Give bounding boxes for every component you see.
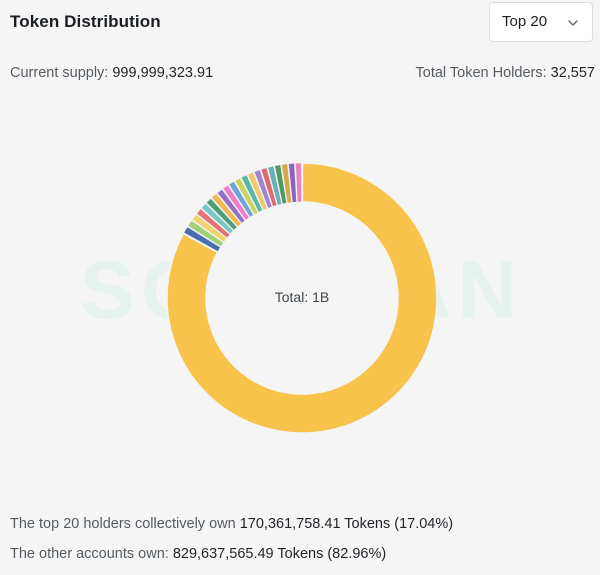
donut-slice-holder-10[interactable] (228, 180, 255, 218)
donut-slice-holder-14[interactable] (253, 169, 273, 209)
select-value: Top 20 (502, 13, 548, 30)
total-token-holders-value: 32,557 (550, 65, 595, 81)
donut-slice-holder-17[interactable] (274, 164, 288, 205)
donut-slice-holder-20[interactable] (295, 162, 302, 203)
top-holders-summary: The top 20 holders collectively own 170,… (10, 515, 590, 533)
donut-slice-holder-4[interactable] (196, 208, 231, 239)
top-holders-select[interactable]: Top 20 (489, 2, 593, 42)
top-holders-summary-prefix: The top 20 holders collectively own (10, 516, 236, 532)
donut-center-label: Total: 1B (274, 289, 330, 305)
current-supply-label: Current supply: (10, 65, 109, 81)
donut-slice-holder-18[interactable] (281, 163, 292, 204)
top-holders-summary-value: 170,361,758.41 Tokens (17.04%) (239, 516, 454, 532)
donut-slice-other-accounts[interactable] (166, 162, 438, 434)
page-title: Token Distribution (10, 12, 161, 31)
donut-slice-holder-12[interactable] (240, 174, 264, 213)
chevron-down-icon (568, 20, 578, 26)
other-accounts-summary-value: 829,637,565.49 Tokens (82.96%) (172, 546, 387, 562)
donut-hole (207, 203, 397, 393)
donut-slice-holder-7[interactable] (211, 193, 242, 228)
total-token-holders: Total Token Holders: 32,557 (416, 65, 596, 81)
donut-slice-holder-19[interactable] (288, 162, 297, 203)
other-accounts-summary-prefix: The other accounts own: (10, 546, 169, 562)
donut-slice-holder-1[interactable] (183, 226, 221, 253)
token-distribution-donut-chart (166, 162, 438, 434)
donut-slice-holder-15[interactable] (260, 167, 278, 207)
token-distribution-header: Token Distribution Top 20 (0, 0, 600, 48)
current-supply: Current supply: 999,999,323.91 (10, 65, 213, 81)
other-accounts-summary: The other accounts own: 829,637,565.49 T… (10, 545, 590, 563)
donut-slice-holder-6[interactable] (205, 197, 238, 231)
donut-slice-holder-2[interactable] (187, 219, 224, 248)
donut-slice-holder-13[interactable] (247, 171, 268, 211)
total-token-holders-label: Total Token Holders: (415, 65, 547, 81)
current-supply-value: 999,999,323.91 (112, 65, 214, 81)
donut-slice-holder-9[interactable] (222, 184, 250, 221)
donut-slice-holder-5[interactable] (200, 203, 234, 235)
distribution-summary: The top 20 holders collectively own 170,… (10, 515, 590, 575)
donut-slice-holder-11[interactable] (234, 177, 259, 216)
donut-slice-holder-16[interactable] (267, 165, 283, 206)
donut-slice-holder-8[interactable] (216, 188, 246, 224)
donut-slice-holder-3[interactable] (191, 213, 228, 243)
